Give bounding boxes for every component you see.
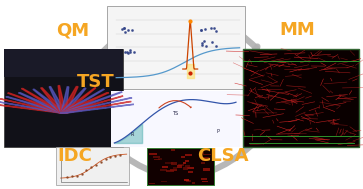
Polygon shape [61, 101, 131, 113]
FancyBboxPatch shape [166, 170, 174, 172]
Text: R: R [131, 132, 134, 137]
Polygon shape [61, 98, 132, 113]
FancyBboxPatch shape [149, 153, 156, 154]
FancyBboxPatch shape [186, 180, 191, 182]
FancyBboxPatch shape [184, 179, 189, 181]
Polygon shape [19, 93, 67, 113]
Text: P: P [216, 129, 219, 134]
FancyBboxPatch shape [202, 160, 206, 161]
FancyBboxPatch shape [183, 162, 186, 164]
Text: TS: TS [172, 111, 178, 116]
Polygon shape [60, 104, 134, 113]
FancyBboxPatch shape [181, 156, 184, 158]
Polygon shape [61, 92, 122, 113]
FancyBboxPatch shape [185, 154, 192, 156]
Polygon shape [61, 88, 86, 113]
Polygon shape [41, 88, 66, 113]
FancyBboxPatch shape [149, 183, 155, 184]
Polygon shape [0, 104, 67, 113]
Text: TST: TST [77, 73, 115, 91]
Polygon shape [21, 88, 66, 113]
FancyBboxPatch shape [187, 167, 194, 169]
FancyBboxPatch shape [162, 166, 168, 168]
FancyBboxPatch shape [176, 165, 182, 167]
FancyBboxPatch shape [161, 181, 167, 182]
FancyBboxPatch shape [56, 147, 129, 185]
FancyBboxPatch shape [202, 157, 209, 159]
Text: IDC: IDC [57, 147, 92, 165]
FancyBboxPatch shape [4, 49, 123, 147]
FancyBboxPatch shape [153, 156, 160, 158]
FancyBboxPatch shape [203, 168, 211, 171]
FancyBboxPatch shape [178, 163, 184, 166]
FancyBboxPatch shape [243, 49, 359, 147]
FancyBboxPatch shape [185, 165, 190, 167]
FancyBboxPatch shape [154, 159, 160, 160]
Polygon shape [61, 87, 69, 113]
FancyBboxPatch shape [111, 91, 240, 147]
Text: CLSA: CLSA [197, 147, 249, 165]
FancyBboxPatch shape [201, 178, 207, 180]
FancyBboxPatch shape [147, 148, 214, 185]
FancyBboxPatch shape [4, 49, 123, 77]
Text: QM: QM [56, 21, 89, 39]
FancyBboxPatch shape [202, 181, 208, 182]
Polygon shape [61, 88, 96, 113]
FancyBboxPatch shape [107, 6, 245, 89]
FancyBboxPatch shape [201, 162, 205, 164]
FancyBboxPatch shape [158, 158, 162, 160]
Polygon shape [61, 96, 123, 113]
FancyBboxPatch shape [185, 160, 189, 163]
FancyBboxPatch shape [160, 169, 167, 171]
FancyBboxPatch shape [192, 182, 195, 184]
Polygon shape [6, 97, 67, 113]
FancyBboxPatch shape [188, 171, 193, 174]
Polygon shape [61, 89, 104, 113]
FancyBboxPatch shape [170, 170, 178, 171]
FancyBboxPatch shape [173, 167, 178, 169]
FancyBboxPatch shape [171, 149, 175, 151]
Polygon shape [61, 87, 78, 113]
FancyBboxPatch shape [200, 152, 204, 154]
Polygon shape [33, 89, 66, 113]
FancyBboxPatch shape [171, 162, 176, 165]
Polygon shape [49, 87, 66, 113]
Polygon shape [60, 93, 109, 113]
Polygon shape [58, 86, 66, 113]
Polygon shape [0, 101, 66, 113]
Polygon shape [8, 93, 66, 113]
FancyBboxPatch shape [165, 162, 172, 164]
Text: MM: MM [280, 21, 315, 39]
Polygon shape [0, 99, 66, 113]
FancyBboxPatch shape [183, 167, 188, 170]
FancyBboxPatch shape [203, 154, 211, 155]
